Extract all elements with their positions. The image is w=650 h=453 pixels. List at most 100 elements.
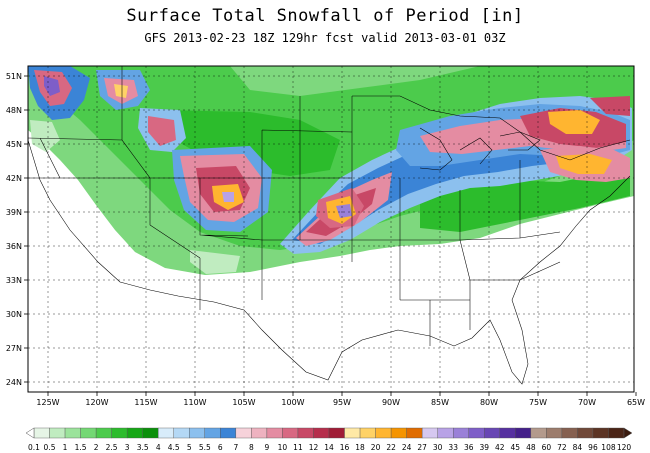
lat-label: 48N: [6, 106, 22, 115]
colorbar-bin: [204, 427, 221, 439]
colorbar-bin: [64, 427, 81, 439]
snowfall-colorbar: 0.1 0.5 1 1.5 2 2.5 3 3.5 4 4.5 5 5.5 6 7 8 9 10 11 12 14 16…: [25, 427, 633, 452]
colorbar-low-arrow: [25, 427, 35, 439]
lon-label: 110W: [183, 398, 206, 407]
colorbar-bin: [577, 427, 594, 439]
colorbar-bin: [189, 427, 205, 439]
colorbar-label: 5.5: [199, 443, 211, 452]
lat-label: 33N: [6, 276, 22, 285]
lat-label: 30N: [6, 310, 22, 319]
colorbar-label: 0.1: [28, 443, 40, 452]
colorbar-bin: [390, 427, 407, 439]
lon-label: 80W: [480, 398, 498, 407]
map-frame: [27, 65, 635, 393]
colorbar-bin: [530, 427, 547, 439]
map-subtitle: GFS 2013-02-23 18Z 129hr fcst valid 2013…: [144, 31, 506, 45]
lon-label: 120W: [85, 398, 108, 407]
colorbar-bin: [266, 427, 283, 439]
lon-label: 115W: [134, 398, 157, 407]
colorbar-bin: [406, 427, 423, 439]
colorbar-bin: [49, 427, 66, 439]
lat-label: 42N: [6, 174, 22, 183]
colorbar-label: 42: [495, 443, 505, 452]
colorbar-bin: [468, 427, 485, 439]
colorbar-label: 45: [511, 443, 521, 452]
colorbar-label: 120: [617, 443, 632, 452]
colorbar-label: 72: [557, 443, 567, 452]
colorbar-label: 24: [402, 443, 412, 452]
colorbar-label: 18: [355, 443, 365, 452]
colorbar-bin: [158, 427, 174, 439]
lat-label: 27N: [6, 344, 22, 353]
colorbar-label: 14: [324, 443, 334, 452]
colorbar-bin: [561, 427, 578, 439]
map-title: Surface Total Snowfall of Period [in]: [126, 6, 524, 26]
colorbar-bin: [546, 427, 563, 439]
colorbar-label: 4.5: [168, 443, 180, 452]
colorbar-bin: [499, 427, 516, 439]
colorbar-label: 7: [233, 443, 238, 452]
lat-label: 39N: [6, 208, 22, 217]
lon-label: 85W: [431, 398, 449, 407]
colorbar-bin: [235, 427, 252, 439]
colorbar-label: 48: [526, 443, 536, 452]
colorbar-label: 60: [542, 443, 552, 452]
colorbar-label: 1.5: [75, 443, 87, 452]
colorbar-label: 16: [340, 443, 350, 452]
colorbar-label: 30: [433, 443, 443, 452]
latitude-axis: 51N 48N 45N 42N 39N 36N 33N 30N 27N 24N: [6, 72, 28, 387]
lat-label: 45N: [6, 140, 22, 149]
colorbar-label: 33: [448, 443, 458, 452]
colorbar-bin: [608, 427, 625, 439]
colorbar-label: 12: [309, 443, 319, 452]
lat-label: 24N: [6, 378, 22, 387]
colorbar-bin: [297, 427, 314, 439]
colorbar-label: 6: [218, 443, 223, 452]
colorbar-bin: [484, 427, 500, 439]
colorbar-bin: [80, 427, 97, 439]
colorbar-bin: [95, 427, 112, 439]
lon-label: 105W: [232, 398, 255, 407]
lat-label: 51N: [6, 72, 22, 81]
lon-label: 95W: [333, 398, 351, 407]
colorbar-bin: [344, 427, 361, 439]
lon-label: 125W: [36, 398, 59, 407]
lon-label: 90W: [382, 398, 400, 407]
colorbar-label: 3: [125, 443, 130, 452]
colorbar-label: 4: [156, 443, 161, 452]
colorbar-bin: [111, 427, 128, 439]
colorbar-label: 8: [249, 443, 254, 452]
lon-label: 65W: [627, 398, 645, 407]
colorbar-bin: [437, 427, 454, 439]
colorbar-label: 2: [94, 443, 99, 452]
colorbar-label: 3.5: [137, 443, 149, 452]
colorbar-label: 2.5: [106, 443, 118, 452]
colorbar-bin: [328, 427, 345, 439]
lon-label: 75W: [529, 398, 547, 407]
colorbar-label: 84: [573, 443, 583, 452]
lon-label: 70W: [578, 398, 596, 407]
colorbar-label: 108: [601, 443, 616, 452]
colorbar-label: 96: [588, 443, 598, 452]
colorbar-bin: [453, 427, 469, 439]
colorbar-bin: [142, 427, 159, 439]
snowfall-field: [28, 66, 634, 275]
colorbar-bin: [126, 427, 143, 439]
colorbar-bin: [375, 427, 392, 439]
colorbar-label: 10: [278, 443, 288, 452]
graticule: [28, 66, 634, 392]
longitude-axis: 125W 120W 115W 110W 105W 100W 95W 90W 85W 80W 75W 7…: [36, 392, 645, 407]
lat-label: 36N: [6, 242, 22, 251]
colorbar-label: 39: [479, 443, 489, 452]
colorbar-bin: [592, 427, 609, 439]
colorbar-bin: [33, 427, 50, 439]
colorbar-high-arrow: [623, 427, 633, 439]
colorbar-label: 5: [187, 443, 192, 452]
colorbar-label: 27: [417, 443, 427, 452]
colorbar-bin: [220, 427, 237, 439]
colorbar-label: 11: [293, 443, 303, 452]
colorbar-bin: [421, 427, 438, 439]
colorbar-bin: [359, 427, 376, 439]
colorbar-label: 0.5: [44, 443, 56, 452]
